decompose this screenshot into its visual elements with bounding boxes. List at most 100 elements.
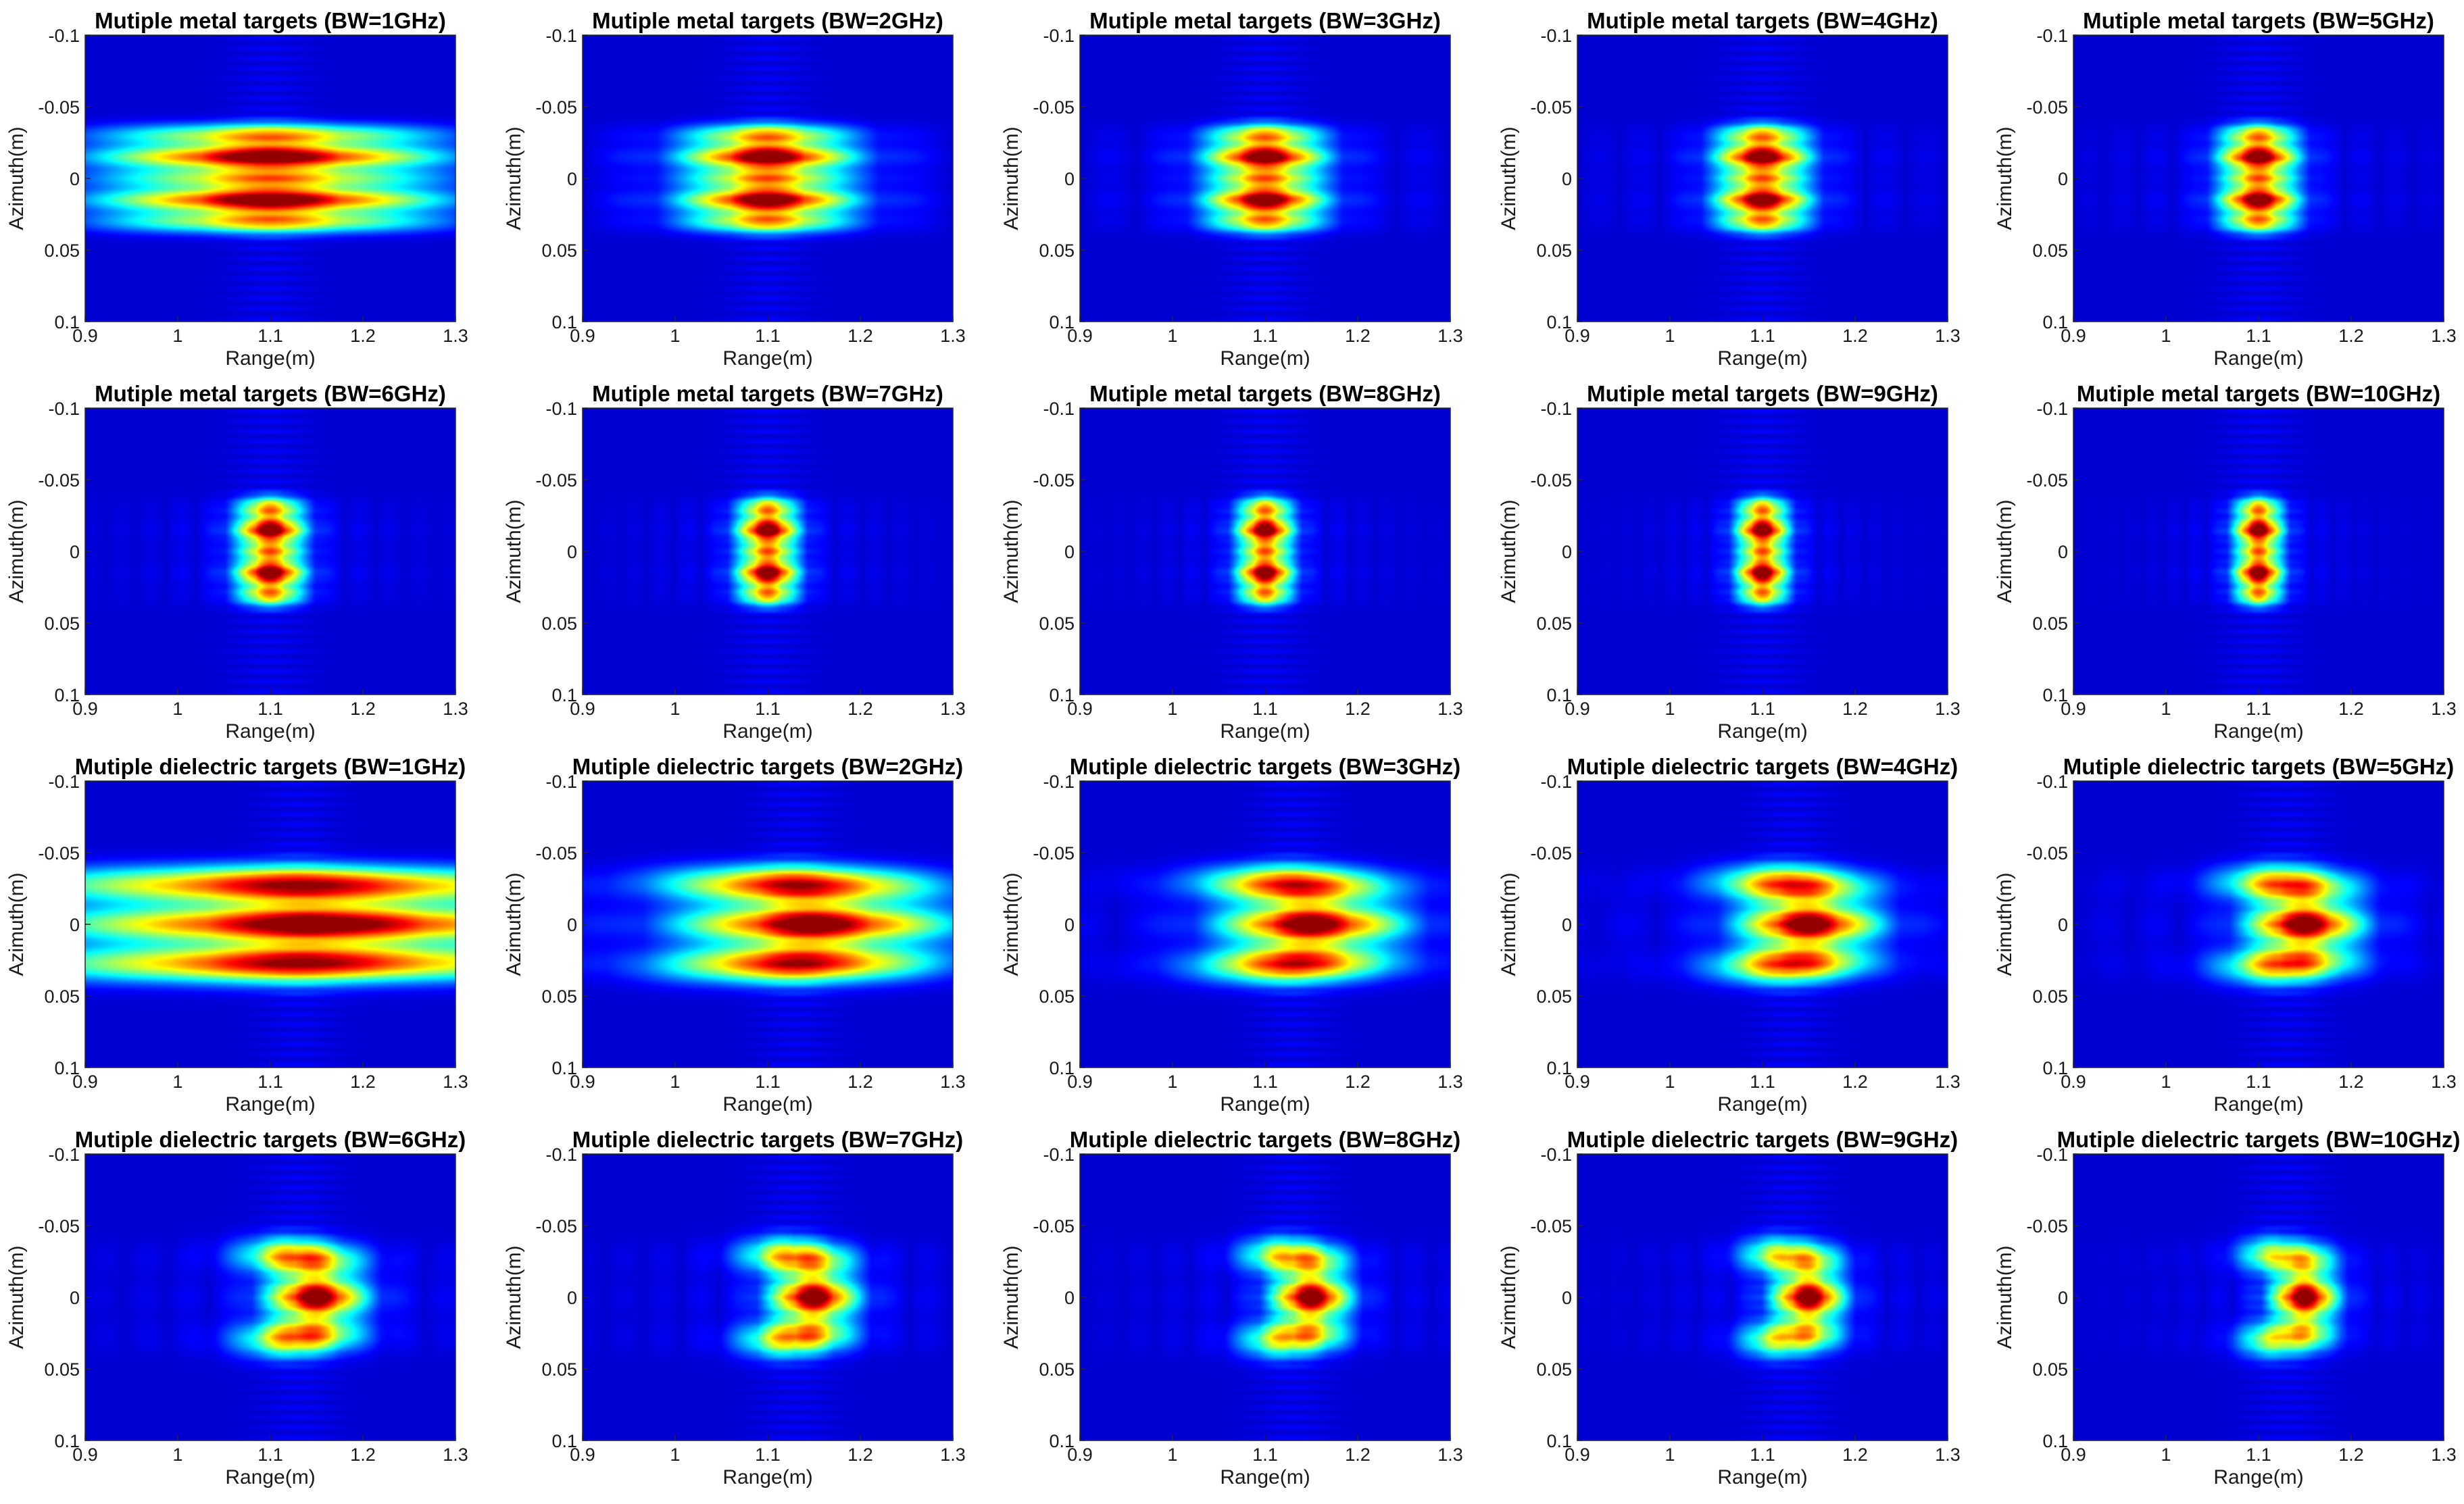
x-tick-label: 1.2 <box>2338 326 2364 346</box>
heatmap-panel: Mutiple dielectric targets (BW=2GHz) 0.9 1… <box>503 754 966 1116</box>
x-tick-label: 1.2 <box>350 326 376 346</box>
heatmap-panel: Mutiple metal targets (BW=9GHz) 0.9 1 1.1 1.… <box>1498 381 1961 743</box>
heatmap-image <box>2073 1154 2444 1440</box>
x-tick-label: 1.2 <box>1345 1445 1371 1465</box>
y-tick-label: 0.1 <box>1049 685 1075 705</box>
heatmap-image <box>2073 408 2444 695</box>
y-tick-label: 0.05 <box>44 241 80 261</box>
x-tick-label: 0.9 <box>570 1072 595 1092</box>
y-tick-label: 0 <box>2058 915 2068 935</box>
x-tick-label: 1.3 <box>1935 1445 1961 1465</box>
heatmap-panel: Mutiple metal targets (BW=5GHz) 0.9 1 1.1 1.… <box>1994 8 2457 370</box>
panel-title: Mutiple dielectric targets (BW=6GHz) <box>75 1127 466 1152</box>
y-tick-label: -0.1 <box>2036 1145 2068 1165</box>
y-tick-label: 0.1 <box>1546 1431 1572 1451</box>
y-axis-label: Azimuth(m) <box>1000 499 1022 603</box>
x-tick-label: 1.1 <box>2246 1072 2271 1092</box>
x-tick-label: 0.9 <box>1067 326 1093 346</box>
x-tick-label: 1.3 <box>443 1072 468 1092</box>
x-tick-label: 1 <box>172 326 182 346</box>
x-tick-label: 1.1 <box>755 326 781 346</box>
x-tick-label: 1.1 <box>1252 326 1278 346</box>
x-axis-label: Range(m) <box>722 1466 812 1488</box>
panel-title: Mutiple metal targets (BW=9GHz) <box>1587 381 1938 406</box>
x-tick-label: 1.3 <box>443 326 468 346</box>
x-tick-label: 1.2 <box>847 699 873 719</box>
x-tick-label: 1.3 <box>1437 1445 1463 1465</box>
x-axis-label: Range(m) <box>1220 1093 1310 1116</box>
y-tick-label: -0.1 <box>48 1145 80 1165</box>
x-axis-label: Range(m) <box>2213 347 2303 370</box>
y-tick-label: -0.05 <box>535 470 577 491</box>
x-tick-label: 1.3 <box>443 699 468 719</box>
y-tick-label: -0.1 <box>545 399 577 419</box>
heatmap-image <box>1080 1154 1450 1440</box>
y-tick-label: -0.05 <box>38 1216 80 1236</box>
x-tick-label: 1.3 <box>1935 699 1961 719</box>
x-tick-label: 1.3 <box>1935 1072 1961 1092</box>
y-tick-label: -0.05 <box>2026 470 2068 491</box>
x-axis-label: Range(m) <box>722 347 812 370</box>
panel-title: Mutiple dielectric targets (BW=1GHz) <box>75 754 466 779</box>
heatmap-image <box>583 408 953 695</box>
y-tick-label: -0.1 <box>1043 26 1075 46</box>
y-tick-label: -0.1 <box>2036 26 2068 46</box>
heatmap-panel: Mutiple dielectric targets (BW=6GHz) 0.9 1… <box>5 1127 468 1488</box>
y-tick-label: 0.1 <box>54 1431 80 1451</box>
x-tick-label: 1.3 <box>1437 1072 1463 1092</box>
y-tick-label: -0.05 <box>1530 843 1572 863</box>
heatmap-image <box>2073 35 2444 322</box>
y-axis-label: Azimuth(m) <box>1994 126 2016 230</box>
y-axis-label: Azimuth(m) <box>1498 872 1520 976</box>
x-tick-label: 1.1 <box>1252 699 1278 719</box>
x-tick-label: 0.9 <box>72 1072 98 1092</box>
panel-title: Mutiple metal targets (BW=6GHz) <box>95 381 446 406</box>
x-tick-label: 1 <box>2161 1445 2171 1465</box>
x-tick-label: 1 <box>1665 1072 1675 1092</box>
x-axis-label: Range(m) <box>1717 1093 1807 1116</box>
x-tick-label: 1.3 <box>940 326 966 346</box>
y-tick-label: -0.1 <box>545 26 577 46</box>
y-axis-label: Azimuth(m) <box>1994 1245 2016 1349</box>
y-tick-label: -0.05 <box>38 97 80 118</box>
x-tick-label: 0.9 <box>570 699 595 719</box>
x-tick-label: 1.1 <box>257 699 283 719</box>
x-tick-label: 1 <box>172 1072 182 1092</box>
y-tick-label: 0 <box>1064 915 1075 935</box>
y-tick-label: 0 <box>567 915 577 935</box>
y-axis-label: Azimuth(m) <box>1498 1245 1520 1349</box>
y-tick-label: -0.05 <box>2026 843 2068 863</box>
y-tick-label: 0.05 <box>44 613 80 634</box>
y-tick-label: 0 <box>1562 915 1572 935</box>
y-tick-label: 0.05 <box>541 986 577 1007</box>
x-tick-label: 1.1 <box>2246 1445 2271 1465</box>
x-tick-label: 0.9 <box>1564 1445 1590 1465</box>
heatmap-image <box>1577 35 1948 322</box>
y-tick-label: -0.05 <box>1033 97 1075 118</box>
x-tick-label: 1.1 <box>2246 699 2271 719</box>
x-tick-label: 1.1 <box>1750 699 1775 719</box>
x-axis-label: Range(m) <box>722 1093 812 1116</box>
y-axis-label: Azimuth(m) <box>1000 872 1022 976</box>
x-tick-label: 1.1 <box>1750 326 1775 346</box>
x-tick-label: 1.2 <box>350 1445 376 1465</box>
heatmap-image <box>85 1154 455 1440</box>
x-tick-label: 1.1 <box>755 1445 781 1465</box>
y-tick-label: 0.05 <box>541 613 577 634</box>
y-tick-label: 0 <box>70 169 80 189</box>
y-tick-label: 0.05 <box>2032 986 2068 1007</box>
x-tick-label: 0.9 <box>570 326 595 346</box>
x-tick-label: 1.3 <box>2431 1072 2457 1092</box>
y-tick-label: 0.05 <box>1536 986 1572 1007</box>
y-tick-label: 0 <box>2058 169 2068 189</box>
x-tick-label: 1 <box>2161 1072 2171 1092</box>
y-tick-label: 0.1 <box>54 312 80 332</box>
y-tick-label: 0.1 <box>54 1058 80 1078</box>
y-tick-label: -0.1 <box>1540 26 1572 46</box>
x-tick-label: 0.9 <box>1564 1072 1590 1092</box>
x-tick-label: 1.1 <box>257 326 283 346</box>
y-tick-label: 0 <box>567 542 577 562</box>
x-tick-label: 1.2 <box>847 1072 873 1092</box>
x-axis-label: Range(m) <box>1717 347 1807 370</box>
